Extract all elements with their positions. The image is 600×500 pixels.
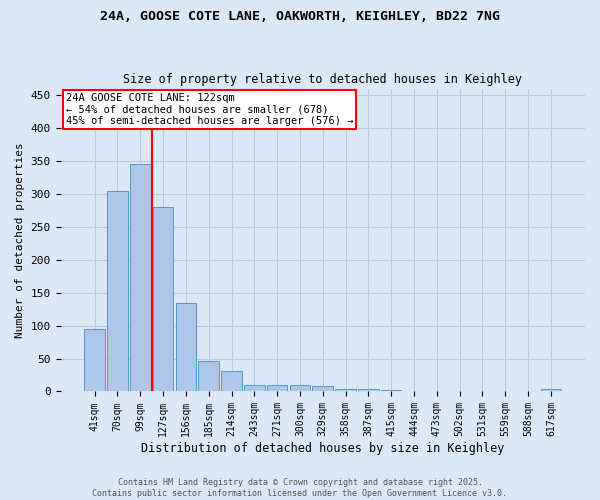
- Bar: [199, 360, 219, 392]
- Y-axis label: Number of detached properties: Number of detached properties: [15, 142, 25, 338]
- Bar: [267, 385, 287, 392]
- Title: Size of property relative to detached houses in Keighley: Size of property relative to detached ho…: [123, 73, 522, 86]
- Bar: [427, 391, 447, 392]
- Bar: [244, 385, 265, 392]
- Bar: [130, 164, 151, 392]
- Bar: [290, 385, 310, 392]
- Bar: [472, 391, 493, 392]
- Text: Contains HM Land Registry data © Crown copyright and database right 2025.
Contai: Contains HM Land Registry data © Crown c…: [92, 478, 508, 498]
- Bar: [541, 390, 561, 392]
- Bar: [358, 389, 379, 392]
- Bar: [85, 329, 105, 392]
- Bar: [153, 207, 173, 392]
- Bar: [335, 390, 356, 392]
- Bar: [381, 390, 401, 392]
- Text: 24A, GOOSE COTE LANE, OAKWORTH, KEIGHLEY, BD22 7NG: 24A, GOOSE COTE LANE, OAKWORTH, KEIGHLEY…: [100, 10, 500, 23]
- Bar: [313, 386, 333, 392]
- Text: 24A GOOSE COTE LANE: 122sqm
← 54% of detached houses are smaller (678)
45% of se: 24A GOOSE COTE LANE: 122sqm ← 54% of det…: [66, 93, 353, 126]
- Bar: [176, 302, 196, 392]
- Bar: [404, 391, 424, 392]
- Bar: [221, 371, 242, 392]
- Bar: [107, 190, 128, 392]
- X-axis label: Distribution of detached houses by size in Keighley: Distribution of detached houses by size …: [141, 442, 505, 455]
